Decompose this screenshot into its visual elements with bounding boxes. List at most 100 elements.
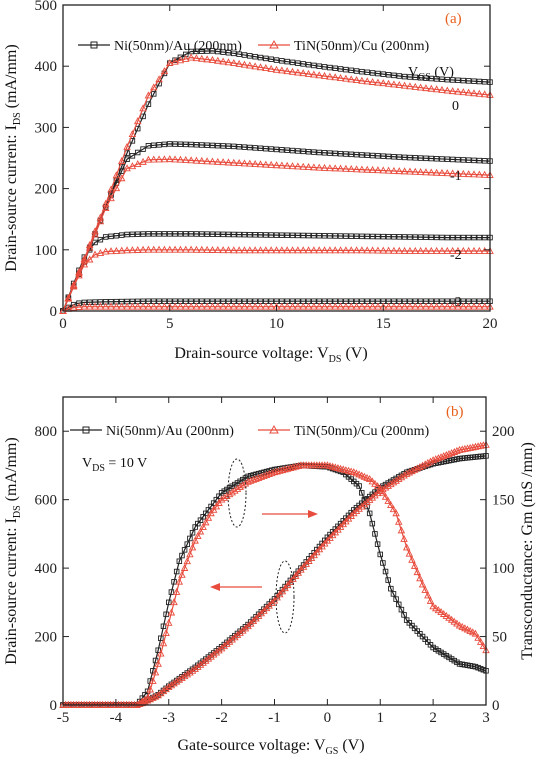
panel-a-series-1-vgs-2-point [326, 246, 334, 254]
panel-a-series-1-vgs-0-point [336, 73, 345, 81]
panel-b-series-1-ids-point [360, 500, 369, 508]
panel-a-series-0-vgs-0-point [321, 64, 328, 70]
panel-a-series-1-vgs-2-point [336, 246, 345, 254]
panel-b-series-1-ids-point [199, 658, 207, 666]
panel-a-series-1-vgs-2-point [480, 246, 489, 254]
panel-b-series-1-ids-point [416, 463, 424, 471]
panel-b-series-1-gm-point [233, 484, 242, 492]
panel-a-series-0-vgs-1-point [449, 156, 456, 163]
panel-b-series-1-ids-point [424, 458, 432, 466]
panel-a-series-1-vgs-2-point [69, 282, 78, 290]
panel-a-series-0-vgs-2-point [252, 232, 258, 238]
panel-a-series-0-vgs-3-point [70, 301, 77, 308]
panel-a-series-1-vgs-1-point [459, 169, 468, 177]
panel-a-series-1-vgs-3-point [85, 302, 94, 310]
panel-a-series-0-vgs-2-point [327, 233, 333, 239]
panel-a-series-0-vgs-2-point [423, 234, 429, 241]
panel-b-series-1-gm-point [257, 472, 266, 480]
panel-a-series-1-vgs-0-point [267, 64, 275, 72]
legend-marker-tin-cu [258, 424, 290, 434]
panel-b-series-1-ids-point [188, 666, 197, 674]
panel-a-series-0-vgs-0-point [220, 49, 226, 55]
panel-b-y2tick-label: 50 [492, 630, 507, 646]
panel-a-series-1-vgs-1-point [198, 156, 206, 164]
panel-a-series-0-vgs-2-point [476, 234, 483, 241]
panel-b-series-1-gm-point [476, 637, 485, 645]
panel-b-series-1-ids-point [455, 445, 464, 453]
panel-b-series-0-gm-point [388, 585, 394, 592]
panel-a-series-0-vgs-2-point [97, 236, 104, 243]
panel-a-series-0-vgs-0-point [375, 70, 381, 77]
panel-a-curves [59, 48, 494, 314]
panel-b-xtick-label: -3 [163, 710, 176, 726]
panel-a-series-0-vgs-2-point [417, 234, 424, 240]
panel-a-series-1-vgs-0-point [368, 77, 377, 85]
panel-b-series-1-ids-point [450, 447, 459, 455]
panel-a-series-1-vgs-2-point [368, 246, 377, 254]
panel-a-series-1-vgs-0-point [256, 63, 265, 71]
panel-a-series-1-vgs-2-point [171, 245, 179, 253]
panel-a-series-0-vgs-2-point [102, 234, 109, 240]
panel-a-series-1-vgs-2-point [320, 246, 329, 254]
panel-a-series-0-vgs-2-point [401, 234, 408, 240]
panel-a-series-1-vgs-1-point [374, 166, 382, 174]
panel-b-series-1-ids-point [434, 454, 443, 462]
panel-a-series-0-vgs-2-point [460, 234, 467, 241]
panel-a-series-1-vgs-1-point [192, 156, 201, 164]
panel-a-series-1-vgs-0-point [358, 76, 366, 84]
panel-a-series-1-vgs-1-point [358, 165, 366, 173]
panel-b-series-0-gm-point [165, 599, 172, 606]
panel-b-series-1-gm-point [265, 470, 273, 478]
panel-a-series-0-vgs-2-point [108, 233, 114, 240]
panel-b-series-1-ids-point [191, 664, 199, 672]
panel-b-series-1-gm-point [421, 585, 429, 593]
panel-b-series-1-gm-point [188, 543, 197, 551]
panel-b-series-1-gm-point [241, 479, 250, 487]
panel-b-series-1-gm-point [209, 505, 218, 513]
panel-b-series-0-gm-point [171, 579, 177, 585]
panel-a-series-1-vgs-1-point [464, 170, 473, 178]
panel-a-series-1-vgs-0-point [101, 199, 110, 207]
panel-a-ytick-label: 100 [35, 243, 58, 259]
panel-b-series-1-gm-point [223, 491, 231, 499]
panel-b-xtick-label: 2 [429, 710, 437, 726]
panel-a-series-0-vgs-0-point [396, 73, 403, 79]
panel-a-series-1-vgs-2-point [272, 246, 281, 254]
panel-a-series-0-vgs-1-point [353, 151, 360, 158]
panel-a-series-1-vgs-0-point [219, 57, 227, 65]
panel-a-series-0-vgs-0-point [412, 74, 419, 81]
panel-a-series-0-vgs-2-point [273, 232, 280, 238]
panel-a-series-1-vgs-1-point [416, 167, 425, 176]
panel-b-series-1-ids-point [397, 473, 406, 481]
panel-b-ytick-label: 600 [35, 493, 58, 509]
panel-a-series-0-vgs-2-point [321, 233, 328, 239]
panel-a-series-1-vgs-2-point [208, 245, 217, 253]
panel-b-series-1-ids-point [469, 443, 477, 451]
panel-a-series-1-vgs-3-point [352, 302, 361, 310]
panel-a-xtick-label: 15 [376, 316, 391, 332]
panel-b-series-1-gm-point [474, 633, 482, 641]
panel-a-series-1-vgs-3-point [91, 302, 99, 310]
panel-a-series-0-vgs-0-point [145, 101, 152, 107]
panel-a-series-0-vgs-1-point [407, 154, 413, 161]
gm-curve-group-ellipse [227, 458, 247, 528]
panel-b-series-1-gm-point [410, 561, 419, 569]
panel-a-series-1-vgs-0-point [454, 87, 462, 95]
panel-a-series-1-vgs-2-point [107, 247, 115, 255]
panel-a-series-1-vgs-3-point [240, 302, 249, 310]
panel-a-series-1-vgs-1-point [336, 164, 345, 172]
panel-a-series-1-vgs-3-point [390, 302, 398, 310]
panel-a-series-1-vgs-3-point [475, 302, 484, 310]
panel-b-tag: (b) [446, 404, 464, 420]
panel-a-series-0-vgs-0-point [295, 60, 301, 66]
panel-b-series-1-ids-point [172, 677, 181, 685]
panel-a-series-1-vgs-3-point [331, 302, 339, 310]
panel-b-series-1-ids-point [381, 483, 390, 491]
panel-b-y2tick-label: 150 [492, 493, 515, 509]
panel-b-series-1-gm-point [159, 639, 168, 647]
panel-b-series-0-gm-point [179, 552, 185, 559]
panel-a-series-0-vgs-2-point [268, 232, 274, 238]
panel-b-series-1-gm-point [281, 465, 289, 473]
panel-a-series-1-vgs-1-point [272, 161, 281, 169]
